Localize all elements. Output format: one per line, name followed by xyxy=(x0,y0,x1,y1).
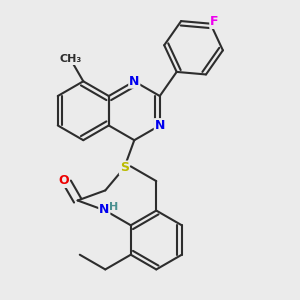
Text: N: N xyxy=(99,203,110,216)
Text: N: N xyxy=(129,75,140,88)
Text: N: N xyxy=(154,119,165,132)
Text: S: S xyxy=(120,161,129,174)
Text: H: H xyxy=(110,202,119,212)
Text: CH₃: CH₃ xyxy=(59,54,81,64)
Text: O: O xyxy=(58,174,69,187)
Text: F: F xyxy=(210,15,219,28)
